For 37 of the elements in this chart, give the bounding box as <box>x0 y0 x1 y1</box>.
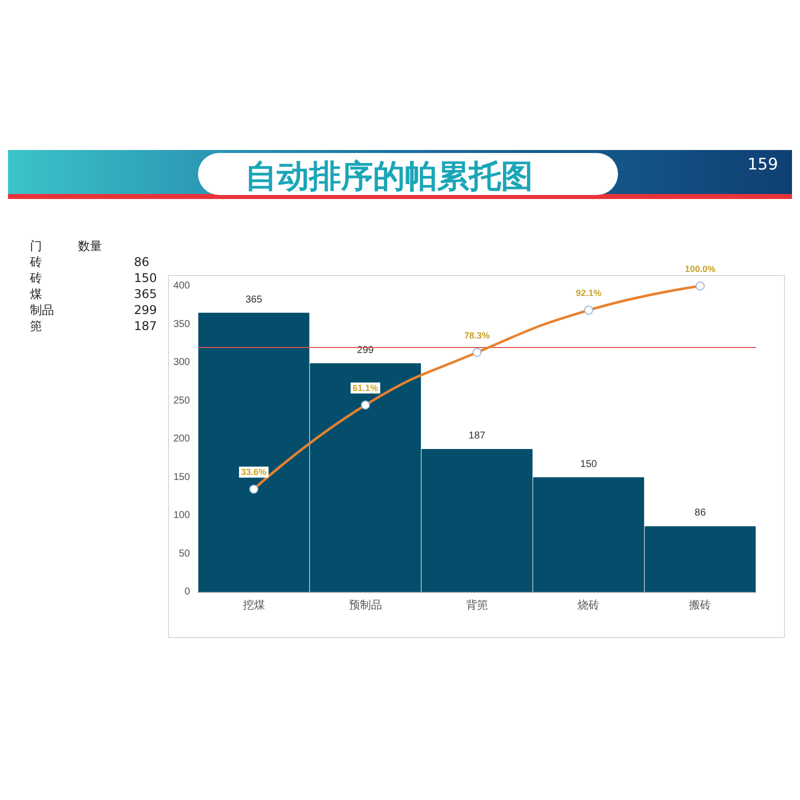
y-tick-label: 100 <box>173 510 190 521</box>
data-label: 365 <box>245 294 263 306</box>
y-tick-label: 300 <box>173 357 190 368</box>
text: 159 <box>747 154 778 174</box>
text: 门 <box>30 239 42 253</box>
data-label: 86 <box>694 508 706 519</box>
chart-title: 自动排序的帕累托图 <box>245 157 533 195</box>
x-tick-label: 挖煤 <box>242 598 265 612</box>
text: 86 <box>134 255 150 269</box>
text: 数量 <box>78 239 102 253</box>
x-tick-label: 搬砖 <box>689 598 712 612</box>
text: 制品 <box>30 303 54 317</box>
y-tick-label: 350 <box>173 318 190 330</box>
data-label: 187 <box>468 430 486 442</box>
y-tick-label: 0 <box>184 586 190 598</box>
text: 187 <box>134 319 157 333</box>
text: 砖 <box>29 255 42 269</box>
text: 299 <box>134 303 157 317</box>
text: 150 <box>134 271 157 285</box>
data-label: 92.1% <box>576 288 602 298</box>
y-tick-label: 50 <box>178 548 190 560</box>
text: 砖 <box>29 271 42 285</box>
x-tick-label: 预制品 <box>348 598 382 612</box>
y-tick-label: 250 <box>173 395 190 406</box>
x-tick-label: 背篼 <box>466 598 488 612</box>
data-label: 100.0% <box>684 264 716 274</box>
data-label: 150 <box>580 458 598 470</box>
data-label: 61.1% <box>352 383 378 394</box>
text: 365 <box>134 287 157 301</box>
x-tick-label: 烧砖 <box>578 598 600 612</box>
text: 煤 <box>30 287 42 301</box>
data-label: 78.3% <box>464 330 490 340</box>
y-tick-label: 400 <box>173 280 190 292</box>
text: 篼 <box>30 319 42 333</box>
y-tick-label: 200 <box>173 434 190 444</box>
data-label: 33.6% <box>241 467 267 478</box>
y-tick-label: 150 <box>173 472 190 483</box>
